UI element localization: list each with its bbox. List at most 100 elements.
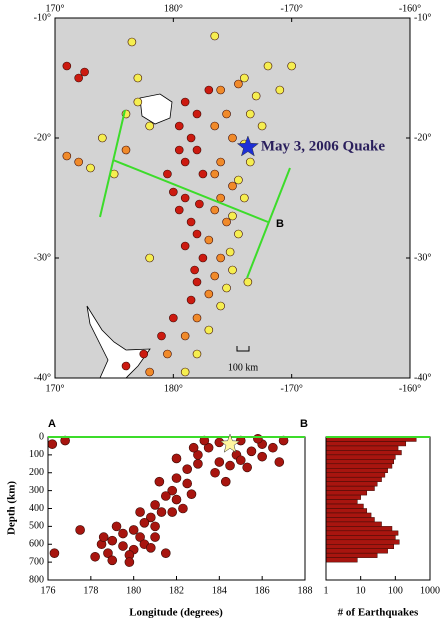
y-tick-label: 0: [39, 431, 44, 442]
point: [192, 349, 202, 359]
y-tick-label: -30°: [414, 252, 431, 263]
y-tick-label: 700: [29, 556, 44, 567]
point: [225, 460, 235, 471]
point: [121, 361, 131, 371]
bar: [325, 481, 378, 487]
point: [135, 532, 145, 542]
point: [198, 253, 208, 263]
point: [74, 73, 83, 83]
bar: [325, 454, 396, 460]
point: [242, 462, 252, 473]
point: [228, 265, 237, 275]
point: [133, 73, 143, 83]
point: [160, 491, 171, 501]
point: [190, 265, 199, 275]
scale-label: 100 km: [228, 362, 259, 373]
quake-label: May 3, 2006 Quake: [261, 138, 386, 154]
point: [160, 548, 171, 558]
point: [139, 517, 150, 528]
point: [188, 442, 199, 453]
bar: [325, 521, 382, 527]
point: [127, 37, 137, 47]
x-tick-label: 170°: [46, 383, 65, 394]
point: [182, 464, 193, 474]
point: [47, 439, 58, 449]
point: [107, 555, 118, 566]
point: [222, 109, 231, 119]
point: [243, 277, 253, 287]
point: [163, 169, 172, 179]
point: [204, 325, 214, 335]
point: [228, 211, 237, 221]
point: [192, 145, 202, 155]
bar: [325, 441, 407, 447]
point: [287, 61, 296, 71]
point: [157, 331, 166, 341]
label-a: A: [48, 418, 56, 430]
point: [103, 548, 113, 558]
point: [210, 467, 220, 478]
point: [180, 193, 190, 203]
point: [107, 535, 118, 546]
point: [204, 235, 214, 245]
bar: [325, 517, 375, 523]
bar: [325, 499, 358, 505]
point: [186, 295, 196, 305]
profile: [99, 109, 291, 279]
y-axis-label: Depth (km): [6, 481, 18, 535]
bar: [325, 530, 399, 536]
point: [80, 67, 89, 77]
point: [124, 557, 135, 567]
bar: [325, 508, 368, 514]
y-tick-label: 100: [29, 449, 44, 460]
bar: [325, 535, 396, 541]
x-tick-label: 1000: [420, 585, 440, 596]
map-frame: [54, 17, 411, 379]
point: [135, 507, 145, 517]
bar: [325, 526, 393, 532]
y-tick-label: -20°: [414, 132, 431, 143]
histogram-x-label: # of Earthquakes: [338, 607, 419, 619]
point: [234, 229, 243, 239]
x-tick-label: 184: [212, 585, 227, 596]
point: [216, 193, 225, 203]
bar: [325, 476, 382, 482]
quake-star: [219, 433, 241, 453]
point: [167, 485, 178, 496]
point: [192, 277, 202, 287]
point: [263, 61, 273, 71]
point: [174, 121, 184, 131]
point: [139, 349, 149, 359]
point: [174, 205, 184, 215]
point: [257, 121, 267, 131]
point: [75, 525, 85, 535]
point: [98, 532, 109, 542]
point: [154, 476, 165, 487]
point: [150, 521, 160, 532]
profile-line: [112, 159, 269, 223]
histogram-bars: [325, 436, 417, 563]
point: [251, 91, 261, 101]
land-new-zealand: [86, 305, 151, 379]
y-tick-label: -20°: [34, 132, 51, 143]
point: [257, 451, 267, 462]
bar: [325, 472, 386, 478]
section-points: [47, 433, 289, 567]
point: [180, 97, 190, 107]
label-b: B: [300, 418, 308, 430]
point: [216, 85, 225, 95]
x-tick-label: 188: [298, 585, 313, 596]
point: [216, 253, 225, 263]
point: [180, 241, 190, 251]
point: [169, 313, 178, 323]
x-tick-label: 10: [356, 585, 366, 596]
point: [235, 455, 246, 466]
point: [62, 61, 72, 71]
point: [171, 494, 182, 505]
point: [111, 521, 122, 532]
point: [128, 525, 139, 535]
x-tick-label: 100: [388, 585, 403, 596]
y-tick-label: -30°: [34, 252, 51, 263]
x-tick-label: 180: [126, 585, 141, 596]
